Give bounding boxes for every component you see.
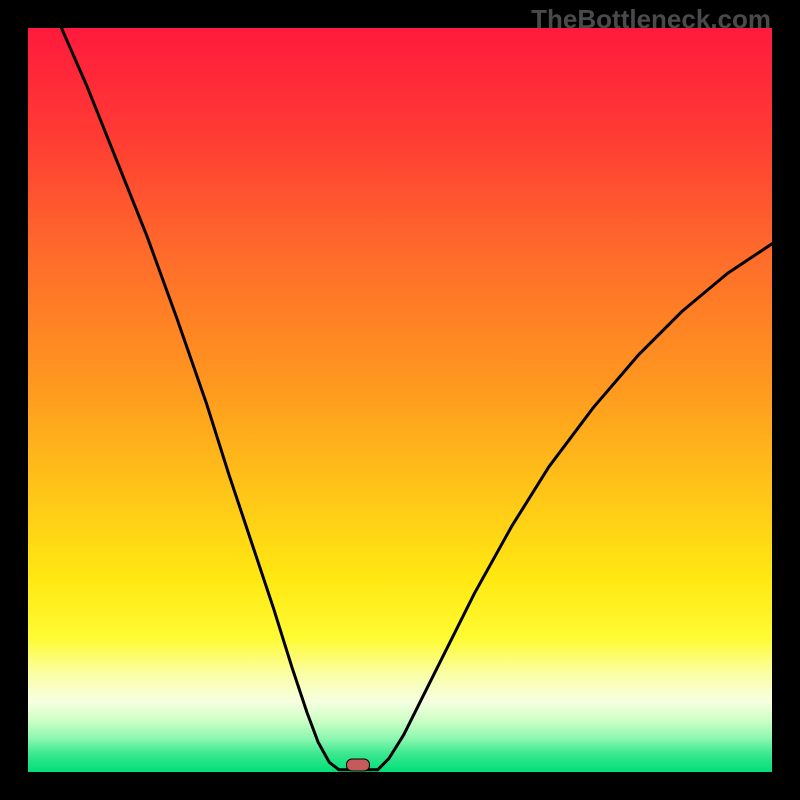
- plot-area: [28, 28, 772, 772]
- chart-frame: TheBottleneck.com: [0, 0, 800, 800]
- bottleneck-curve: [61, 28, 772, 770]
- watermark-text: TheBottleneck.com: [531, 4, 771, 35]
- optimum-marker: [346, 759, 370, 772]
- curve-svg: [28, 28, 772, 772]
